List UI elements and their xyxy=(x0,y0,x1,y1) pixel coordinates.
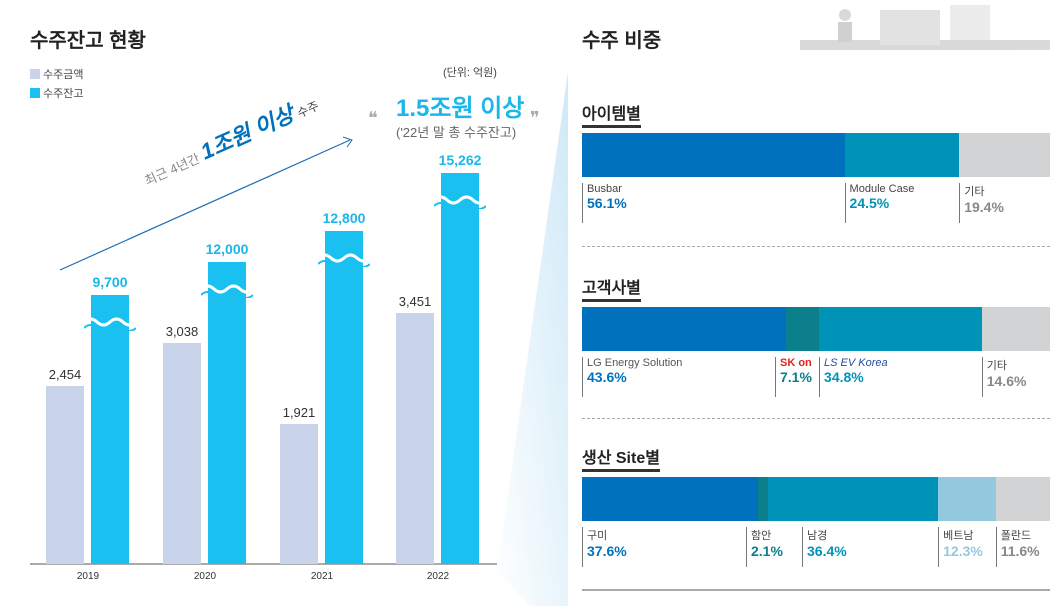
open-quote-icon: ❝ xyxy=(368,108,378,128)
backlog-title: 수주잔고 현황 xyxy=(30,30,146,52)
data-label-order-amount: 1,921 xyxy=(282,405,316,421)
bar-segment xyxy=(819,307,982,351)
segment-percent: 19.4% xyxy=(964,199,1004,215)
data-label-order-amount: 3,451 xyxy=(398,294,432,310)
segment-percent: 34.8% xyxy=(824,369,864,385)
segment-percent: 37.6% xyxy=(587,543,627,559)
segment-label: Module Case 24.5% xyxy=(844,183,915,223)
bar-backlog xyxy=(325,231,363,564)
axis-break-icon xyxy=(199,284,255,299)
segment-percent: 7.1% xyxy=(780,369,812,385)
bar-order-amount xyxy=(280,424,318,564)
x-tick-label: 2022 xyxy=(426,571,450,582)
bar-segment xyxy=(582,477,758,521)
segment-label: Busbar 56.1% xyxy=(582,183,627,223)
segment-percent: 24.5% xyxy=(849,195,890,211)
bar-segment xyxy=(844,133,960,177)
callout-main: 1.5조원 이상 xyxy=(396,95,525,122)
data-label-order-amount: 2,454 xyxy=(48,366,82,382)
bar-segment xyxy=(767,477,939,521)
segment-name: Module Case xyxy=(849,183,915,195)
divider xyxy=(582,246,1050,247)
axis-break-icon xyxy=(82,317,138,332)
bottom-rule xyxy=(582,589,1050,591)
callout-sub: ('22년 말 총 수주잔고) xyxy=(396,125,517,140)
legend-backlog: 수주잔고 xyxy=(30,85,83,101)
bar-order-amount xyxy=(163,343,201,564)
bar-segment xyxy=(995,477,1050,521)
legend-order-amount: 수주금액 xyxy=(30,66,83,82)
data-label-backlog: 12,000 xyxy=(205,241,249,257)
segment-label: 기타 19.4% xyxy=(959,183,1004,223)
segment-label: 구미 37.6% xyxy=(582,527,627,567)
zoom-wedge xyxy=(497,72,568,606)
segment-label: LS EV Korea 34.8% xyxy=(819,357,888,397)
bar-segment xyxy=(938,477,996,521)
segment-name: 베트남 xyxy=(943,530,974,542)
bar-backlog xyxy=(441,173,479,564)
bar-segment xyxy=(582,133,845,177)
segment-name: SK on xyxy=(780,357,812,369)
segment-percent: 36.4% xyxy=(807,543,847,559)
bar-segment xyxy=(757,477,768,521)
bar-order-amount xyxy=(396,313,434,564)
segment-name: 구미 xyxy=(587,530,608,542)
segment-label: 함안 2.1% xyxy=(746,527,783,567)
segment-label: 베트남 12.3% xyxy=(938,527,983,567)
segment-name: LG Energy Solution xyxy=(587,357,683,369)
section-heading: 아이템별 xyxy=(582,100,641,128)
segment-label: 남경 36.4% xyxy=(802,527,847,567)
segment-percent: 2.1% xyxy=(751,543,783,559)
segment-name: Busbar xyxy=(587,183,622,195)
bar-order-amount xyxy=(46,385,84,564)
data-label-backlog: 9,700 xyxy=(92,274,128,290)
stacked-bar xyxy=(582,477,1050,521)
segment-name: 남경 xyxy=(807,530,828,542)
axis-break-icon xyxy=(432,195,488,210)
data-label-backlog: 12,800 xyxy=(322,210,366,226)
segment-label: SK on 7.1% xyxy=(775,357,812,397)
data-label-backlog: 15,262 xyxy=(438,152,482,168)
segment-percent: 56.1% xyxy=(587,195,627,211)
segment-name: 기타 xyxy=(964,186,985,198)
bar-segment xyxy=(785,307,820,351)
bar-segment xyxy=(959,133,1050,177)
segment-name: LS EV Korea xyxy=(824,357,888,369)
arrow-head-icon xyxy=(342,136,353,148)
bar-segment xyxy=(981,307,1050,351)
bar-segment xyxy=(582,307,786,351)
segment-name: 함안 xyxy=(751,530,772,542)
bar-backlog xyxy=(91,295,129,564)
stacked-bar xyxy=(582,133,1050,177)
data-label-order-amount: 3,038 xyxy=(165,324,199,340)
x-tick-label: 2020 xyxy=(193,571,217,582)
segment-name: 폴란드 xyxy=(1000,530,1032,542)
segment-name: 기타 xyxy=(986,360,1007,372)
unit-label: (단위: 억원) xyxy=(443,67,497,79)
stacked-bar xyxy=(582,307,1050,351)
segment-label: 기타 14.6% xyxy=(981,357,1027,397)
share-title: 수주 비중 xyxy=(582,30,662,52)
section-heading: 고객사별 xyxy=(582,274,641,302)
segment-percent: 14.6% xyxy=(986,373,1027,389)
axis-break-icon xyxy=(316,253,372,268)
x-tick-label: 2019 xyxy=(76,571,100,582)
factory-illustration xyxy=(800,5,1050,50)
bar-backlog xyxy=(208,262,246,564)
segment-percent: 11.6% xyxy=(1000,543,1040,559)
segment-label: 폴란드 11.6% xyxy=(995,527,1040,567)
section-heading: 생산 Site별 xyxy=(582,444,660,472)
segment-percent: 43.6% xyxy=(587,369,627,385)
x-tick-label: 2021 xyxy=(310,571,334,582)
segment-label: LG Energy Solution 43.6% xyxy=(582,357,682,397)
trend-arrow xyxy=(59,139,351,271)
segment-percent: 12.3% xyxy=(943,543,983,559)
divider xyxy=(582,418,1050,419)
close-quote-icon: ❞ xyxy=(530,108,540,128)
